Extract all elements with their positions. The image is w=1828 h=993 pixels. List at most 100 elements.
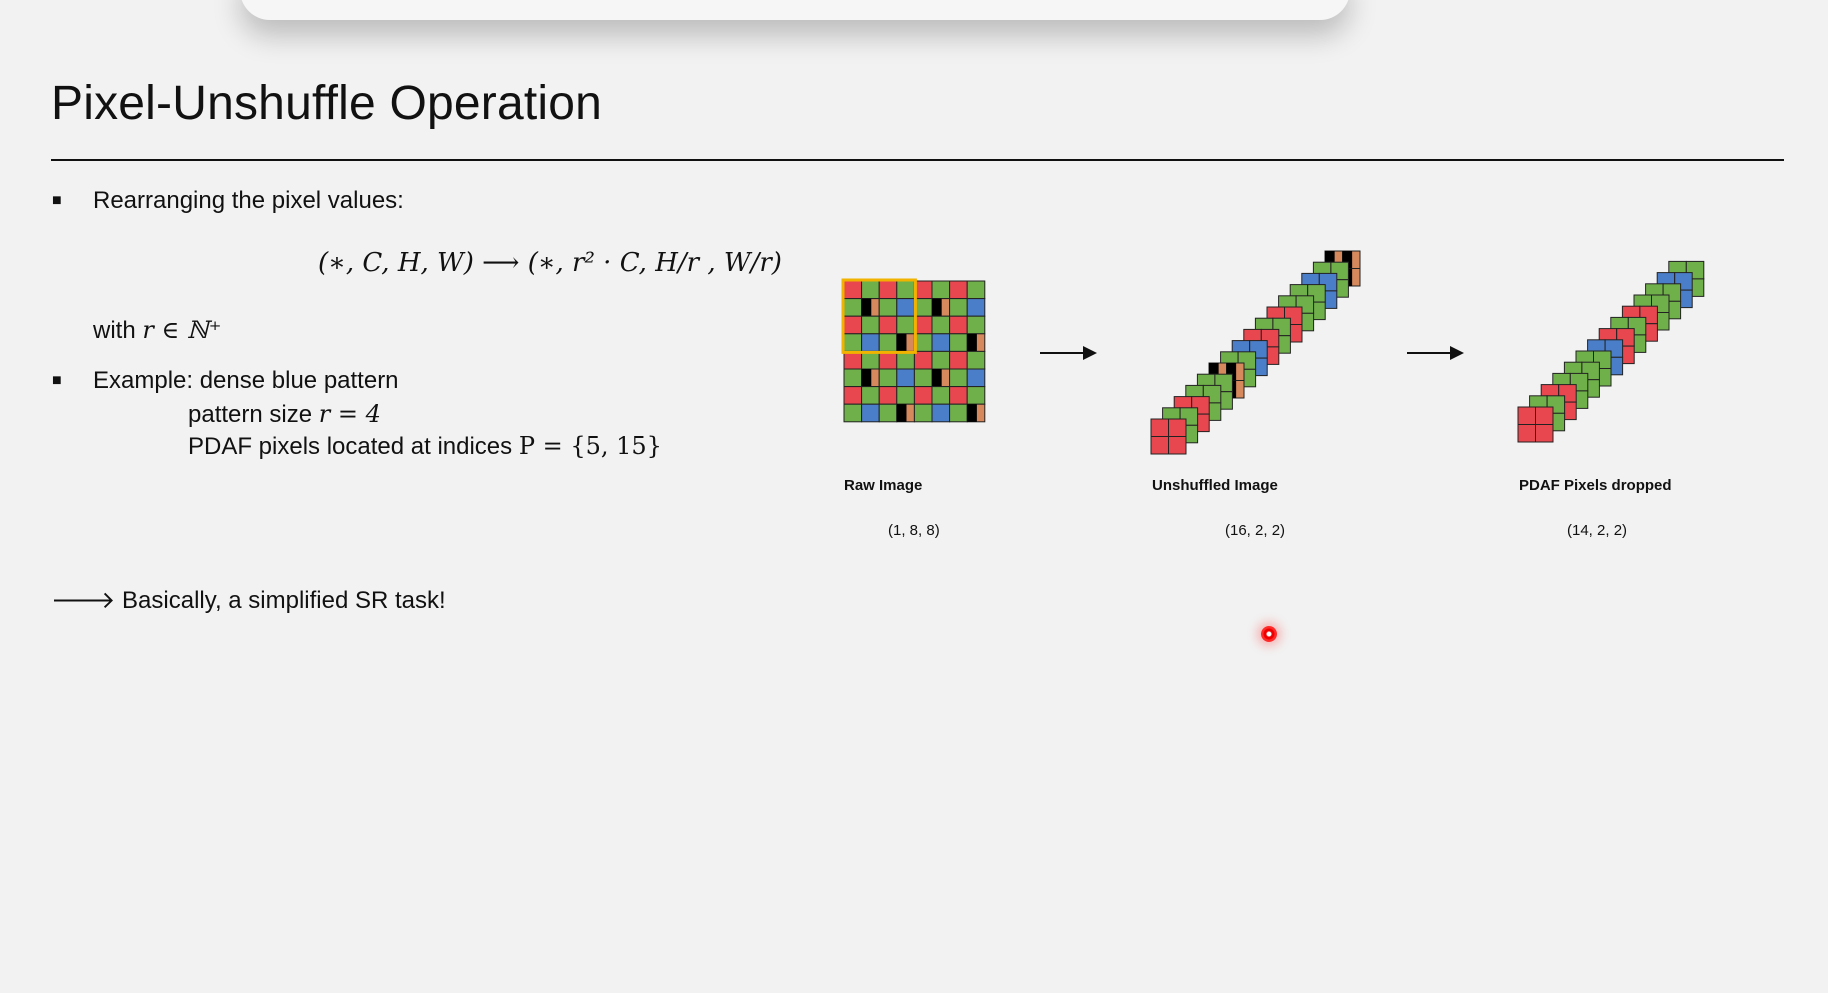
raw-pixel [878,386,898,405]
raw-pixel [931,333,951,352]
raw-pixel [861,280,880,300]
raw-pdaf-pixel-black [932,298,942,317]
raw-pixel [913,333,933,352]
pdaf-text: PDAF pixels located at indices [188,433,513,460]
raw-pixel [861,315,880,335]
bullet-marker: ■ [52,372,62,389]
raw-pixel [966,368,986,388]
dropped-channel-cell [1517,406,1536,425]
raw-pixel [878,368,898,388]
pattern-highlight-box [841,278,917,354]
raw-pixel [896,298,915,317]
raw-pixel [931,403,951,423]
arrow-raw-to-unshuffled-head [1083,346,1097,360]
raw-pdaf-pixel-black [861,369,872,387]
raw-pixel [913,280,933,300]
slide-title: Pixel-Unshuffle Operation [51,77,603,130]
raw-pixel [966,350,986,370]
raw-pixel [878,315,898,335]
raw-pixel [896,350,915,370]
with-math: r ∈ ℕ⁺ [142,316,222,344]
title-divider [51,159,1784,161]
raw-pixel [843,280,863,300]
unshuffled-channel-pdaf-cell-black [1226,363,1237,381]
raw-pixel [931,280,951,300]
pattern-size-text: pattern size [188,401,313,428]
raw-pixel [913,315,933,335]
raw-pixel [843,298,863,317]
raw-pixel [843,386,863,405]
raw-pixel [861,403,880,423]
raw-pdaf-pixel-black [967,404,977,422]
raw-pixel [878,280,898,300]
bullet-rearranging: Rearranging the pixel values: [93,187,404,214]
raw-pdaf-pixel-black [967,333,977,352]
raw-pixel [949,298,968,317]
raw-image-dims: (1, 8, 8) [888,522,940,539]
unshuffled-channel-cell [1150,418,1169,437]
raw-pixel [861,386,880,405]
arrow-unshuffled-to-dropped-head [1450,346,1464,360]
window-shadow [240,0,1350,20]
raw-pixel [966,280,986,300]
raw-pixel [949,350,968,370]
raw-pixel [949,368,968,388]
raw-pixel [861,333,880,352]
conclusion-text: 🡒 Basically, a simplified SR task! [51,587,446,614]
dropped-channel-cell [1535,424,1554,443]
pdaf-dropped-dims: (14, 2, 2) [1567,522,1628,539]
unshuffled-image-caption: Unshuffled Image [1152,477,1278,494]
raw-pixel [843,333,863,352]
raw-pixel [878,298,898,317]
raw-pixel [913,350,933,370]
unshuffled-channel-pdaf-cell-black [1342,251,1353,269]
raw-pixel [966,386,986,405]
raw-pixel [878,333,898,352]
raw-pdaf-pixel-black [896,404,907,422]
raw-image-caption: Raw Image [844,477,923,494]
pdaf-math: P = {5, 15} [518,432,662,460]
raw-pixel [878,403,898,423]
unshuffled-channel-pdaf-cell-black [1325,251,1335,269]
raw-pixel [931,315,951,335]
pdaf-indices-line: PDAF pixels located at indices P = {5, 1… [188,432,662,461]
laser-pointer [1261,626,1277,642]
raw-pixel [861,350,880,370]
raw-pixel [913,298,933,317]
bullet-example: Example: dense blue pattern [93,367,399,394]
raw-pixel [843,315,863,335]
raw-pixel [949,403,968,423]
raw-pixel [843,403,863,423]
unshuffled-channel-cell [1168,418,1187,437]
pattern-size-math: r = 4 [318,400,381,428]
pdaf-dropped-caption: PDAF Pixels dropped [1519,477,1672,494]
dropped-channel-cell [1517,424,1536,443]
unshuffled-channel-cell [1150,436,1169,455]
raw-pixel [931,350,951,370]
unshuffled-image-dims: (16, 2, 2) [1225,522,1286,539]
raw-pixel [843,368,863,388]
raw-pixel [949,333,968,352]
raw-pixel [896,386,915,405]
shape-formula: (∗, C, H, W) ⟶ (∗, r² · C, H/r , W/r) [318,248,782,278]
raw-pixel [949,280,968,300]
raw-pixel [896,315,915,335]
bullet-marker: ■ [52,192,62,209]
pattern-size-line: pattern size r = 4 [188,400,381,429]
raw-pixel [843,350,863,370]
raw-pixel [966,315,986,335]
raw-pixel [913,368,933,388]
raw-pixel [931,386,951,405]
with-text: with [93,317,136,344]
raw-pixel [913,403,933,423]
raw-pixel [949,315,968,335]
with-clause: with r ∈ ℕ⁺ [93,316,221,345]
raw-pixel [896,368,915,388]
raw-pixel [878,350,898,370]
raw-pdaf-pixel-black [932,369,942,387]
raw-pixel [949,386,968,405]
raw-pixel [896,280,915,300]
raw-pdaf-pixel-black [896,333,907,352]
dropped-channel-cell [1535,406,1554,425]
